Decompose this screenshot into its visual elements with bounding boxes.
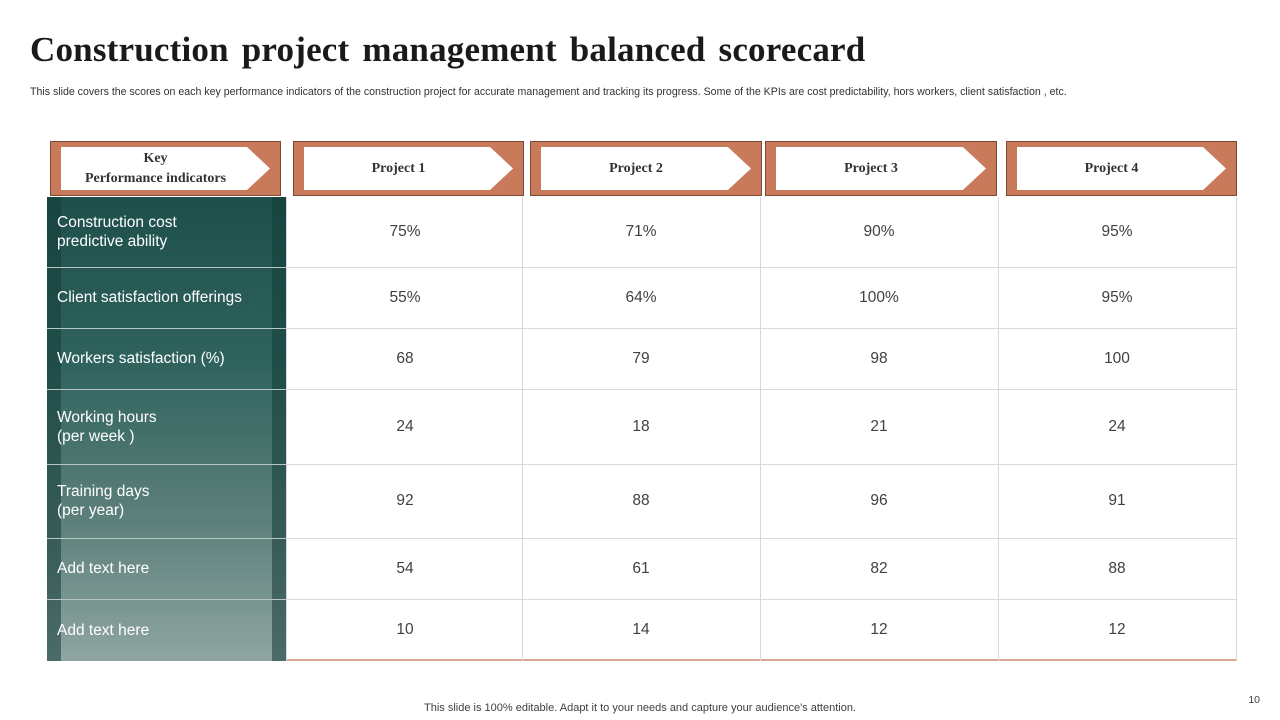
kpi-label-client-satisfaction: Client satisfaction offerings: [57, 289, 242, 306]
column-divider: [522, 197, 523, 661]
page-number: 10: [1248, 694, 1260, 706]
table-cell: 96: [870, 492, 888, 509]
slide-title: Construction project management balanced…: [30, 30, 866, 69]
project-1-header-chevron: Project 1: [304, 147, 513, 190]
row-divider: [47, 464, 1237, 465]
kpi-column-left-accent: [47, 197, 61, 661]
table-cell: 24: [396, 417, 414, 435]
kpi-row-divider: [47, 267, 286, 268]
project-4-header-chevron: Project 4: [1017, 147, 1226, 190]
kpi-row-divider: [47, 389, 286, 390]
table-cell: 88: [1108, 559, 1126, 577]
kpi-header-label: Key Performance indicators: [84, 150, 227, 186]
table-cell: 79: [632, 349, 650, 367]
kpi-label-workers-satisfaction: Workers satisfaction (%): [57, 350, 225, 367]
table-cell: 82: [870, 559, 888, 577]
row-divider: [47, 328, 1237, 329]
table-cell: 88: [632, 492, 650, 509]
table-cell: 18: [632, 417, 650, 435]
kpi-label-working-hours: Working hours (per week ): [57, 408, 157, 445]
project-1-header-cell: Project 1: [293, 141, 524, 196]
column-divider: [286, 197, 287, 661]
table-cell: 100%: [859, 288, 899, 306]
kpi-header-chevron: Key Performance indicators: [61, 147, 270, 190]
table-cell: 12: [1108, 621, 1126, 638]
table-cell: 68: [396, 349, 414, 367]
row-divider: [47, 599, 1237, 600]
project-1-header-label: Project 1: [371, 160, 426, 176]
table-cell: 10: [396, 621, 414, 638]
project-3-header-chevron: Project 3: [776, 147, 986, 190]
table-cell: 100: [1104, 349, 1130, 367]
table-cell: 64%: [625, 288, 657, 306]
kpi-row-divider: [47, 538, 286, 539]
table-cell: 12: [870, 621, 888, 638]
table-cell: 95%: [1101, 288, 1133, 306]
kpi-label-placeholder-2: Add text here: [57, 621, 150, 639]
row-divider: [47, 267, 1237, 268]
project-4-header-cell: Project 4: [1006, 141, 1237, 196]
slide-subtitle: This slide covers the scores on each key…: [30, 86, 1067, 98]
kpi-column-right-accent: [272, 197, 286, 661]
column-divider: [998, 197, 999, 661]
row-divider: [47, 538, 1237, 539]
table-cell: 14: [632, 621, 650, 638]
table-cell: 54: [396, 559, 414, 577]
project-2-header-cell: Project 2: [530, 141, 762, 196]
kpi-column: [47, 197, 286, 661]
column-divider: [760, 197, 761, 661]
kpi-row-divider: [47, 328, 286, 329]
table-cell: 98: [870, 349, 888, 367]
kpi-label-placeholder-1: Add text here: [57, 560, 150, 577]
table-cell: 95%: [1101, 223, 1133, 240]
slide-footer: This slide is 100% editable. Adapt it to…: [424, 702, 856, 714]
project-3-header-label: Project 3: [844, 160, 898, 176]
table-cell: 21: [870, 417, 888, 435]
project-3-header-cell: Project 3: [765, 141, 997, 196]
scorecard-grid: [286, 197, 1237, 661]
kpi-row-divider: [47, 464, 286, 465]
table-cell: 91: [1108, 492, 1126, 509]
table-cell: 24: [1108, 417, 1126, 435]
kpi-header-cell: Key Performance indicators: [50, 141, 281, 196]
table-cell: 92: [396, 492, 414, 509]
kpi-label-cost-predictability: Construction cost predictive ability: [57, 214, 177, 250]
project-2-header-chevron: Project 2: [541, 147, 751, 190]
table-cell: 61: [632, 559, 650, 577]
kpi-label-training-days: Training days (per year): [57, 483, 150, 519]
project-4-header-label: Project 4: [1084, 160, 1139, 176]
table-cell: 75%: [389, 223, 421, 240]
table-cell: 55%: [389, 288, 421, 306]
table-cell: 71%: [625, 223, 657, 240]
project-2-header-label: Project 2: [609, 160, 663, 176]
row-divider: [47, 389, 1237, 390]
kpi-row-divider: [47, 599, 286, 600]
table-cell: 90%: [863, 223, 895, 240]
